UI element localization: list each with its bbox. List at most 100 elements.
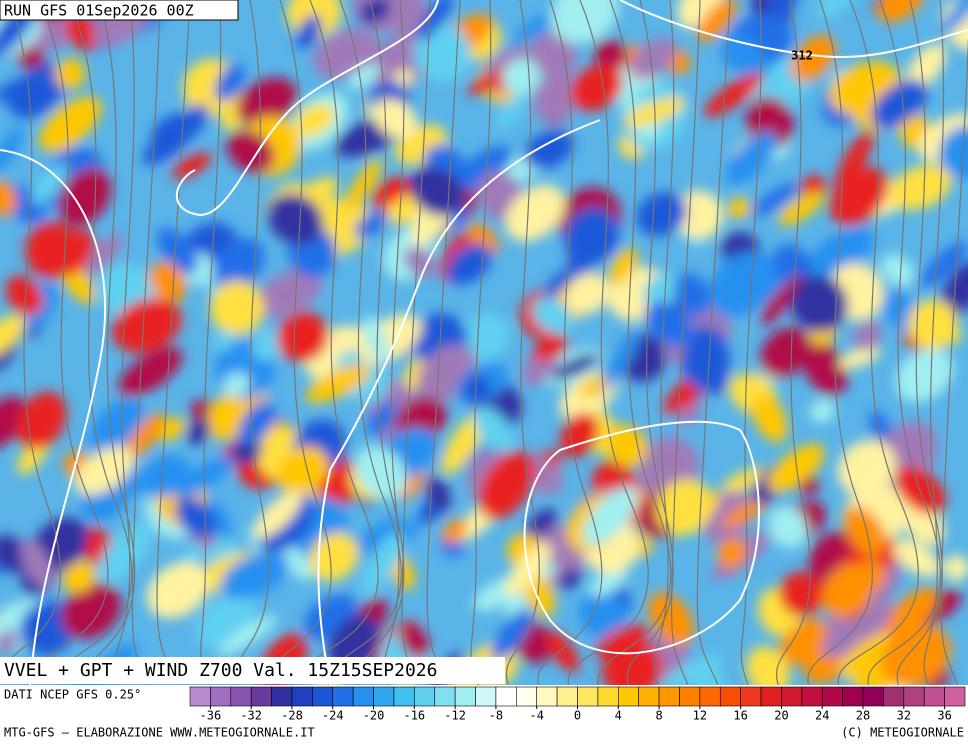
colorbar-tick-label: -32 xyxy=(240,709,262,723)
field-blob xyxy=(220,551,289,599)
field-blob xyxy=(118,347,183,397)
colorbar-swatch xyxy=(679,686,701,707)
field-blob xyxy=(363,315,389,362)
field-blob xyxy=(174,497,217,538)
field-blob xyxy=(884,587,939,639)
field-blob xyxy=(546,630,580,673)
field-blob xyxy=(222,372,251,397)
field-blob xyxy=(752,394,788,443)
streamline xyxy=(131,0,161,685)
colorbar-tick-label: -4 xyxy=(529,709,543,723)
field-blob xyxy=(790,275,848,332)
field-blob xyxy=(354,210,389,239)
field-blob xyxy=(674,272,711,317)
field-blob xyxy=(570,63,623,112)
field-blob xyxy=(19,601,76,656)
field-blob xyxy=(0,630,18,653)
field-blob xyxy=(855,559,886,591)
field-blob xyxy=(750,182,800,217)
colorbar-swatch xyxy=(189,686,211,707)
colorbar-swatch xyxy=(332,686,354,707)
field-blob xyxy=(112,298,182,354)
streamline xyxy=(327,0,402,685)
colorbar-swatch xyxy=(536,686,558,707)
field-blob xyxy=(905,43,946,92)
source-label: DATI NCEP GFS 0.25° xyxy=(4,688,141,702)
field-blob xyxy=(838,346,881,369)
footer-right: (C) METEOGIORNALE xyxy=(841,726,964,740)
field-blob xyxy=(442,518,467,544)
field-blob xyxy=(5,275,43,316)
streamline xyxy=(940,37,968,685)
streamline xyxy=(200,0,222,685)
footer-left: MTG-GFS — ELABORAZIONE WWW.METEOGIORNALE… xyxy=(4,726,315,740)
streamline xyxy=(671,0,701,685)
field-blob xyxy=(61,582,122,639)
field-blob xyxy=(226,130,275,173)
field-blob xyxy=(636,192,687,237)
field-blob xyxy=(727,197,751,219)
streamline xyxy=(235,0,270,685)
streamline xyxy=(0,0,61,673)
field-blob xyxy=(791,34,836,82)
map-area: 312 xyxy=(0,0,968,685)
field-blob xyxy=(367,401,398,436)
field-blob xyxy=(0,74,43,102)
field-blob xyxy=(478,450,536,520)
colorbar-swatch xyxy=(923,686,945,707)
colorbar-swatch xyxy=(699,686,721,707)
field-blob xyxy=(881,624,951,685)
field-blob xyxy=(566,272,610,315)
streamline xyxy=(537,0,603,685)
field-blob xyxy=(622,97,686,128)
colorbar-swatch xyxy=(801,686,823,707)
field-blob xyxy=(721,31,769,83)
field-blob xyxy=(895,465,947,515)
field-blob xyxy=(767,0,800,19)
field-blob xyxy=(696,0,738,42)
streamline xyxy=(426,0,461,685)
streamline xyxy=(696,0,731,685)
field-blob xyxy=(140,454,190,498)
colorbar-swatch xyxy=(230,686,252,707)
streamline xyxy=(156,0,191,685)
field-blob xyxy=(778,618,828,666)
colorbar-tick-label: 4 xyxy=(615,709,622,723)
colorbar-swatch xyxy=(903,686,925,707)
colorbar-swatch xyxy=(821,686,843,707)
field-blob xyxy=(838,601,893,656)
colorbar-swatch xyxy=(475,686,497,707)
field-blob xyxy=(760,326,810,378)
streamline xyxy=(807,0,873,685)
field-blob xyxy=(62,560,96,594)
streamline xyxy=(267,0,332,685)
streamline xyxy=(86,0,136,685)
field-blob xyxy=(0,314,26,359)
field-blob xyxy=(808,227,875,279)
colorbar-swatch xyxy=(740,686,762,707)
field-blob xyxy=(919,241,968,288)
field-blob xyxy=(802,341,848,396)
colorbar-swatch xyxy=(577,686,599,707)
field-blob xyxy=(829,167,889,226)
field-blob xyxy=(409,166,465,217)
field-blob xyxy=(16,391,67,450)
field-blob xyxy=(84,233,124,276)
field-blob xyxy=(97,523,152,584)
field-blob xyxy=(716,537,748,568)
field-blob xyxy=(558,569,582,589)
field-blob xyxy=(446,243,492,285)
field-blob xyxy=(760,275,805,325)
field-blob xyxy=(746,646,790,685)
contour-line xyxy=(175,0,439,217)
field-blob xyxy=(643,273,681,309)
field-blob xyxy=(214,330,236,351)
field-blob xyxy=(604,424,648,467)
field-blob xyxy=(579,376,606,398)
field-blob xyxy=(941,0,968,35)
colorbar-tick-label: 28 xyxy=(856,709,870,723)
colorbar-swatch xyxy=(271,686,293,707)
streamline xyxy=(383,0,405,685)
field-blob xyxy=(236,77,298,127)
